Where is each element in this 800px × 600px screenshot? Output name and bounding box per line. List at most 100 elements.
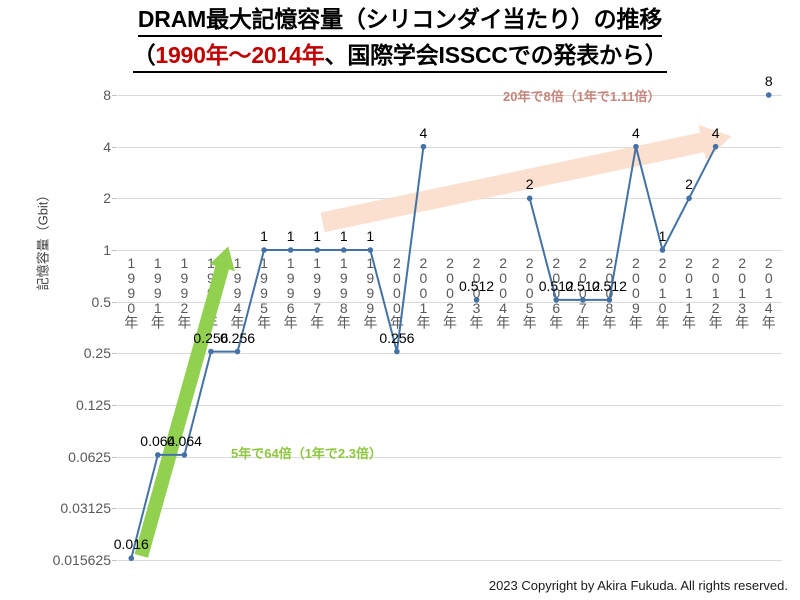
x-axis-tick-label: 2003年 [468, 255, 485, 328]
y-axis-tick-mark [112, 146, 117, 148]
y-axis-tick-label: 0.25 [83, 345, 111, 362]
y-axis-tick-mark [112, 508, 117, 510]
title-year-range: 1990年～2014年 [155, 42, 325, 68]
data-point-label: 1 [658, 228, 667, 244]
y-axis-title: 記憶容量（Gbit） [35, 188, 51, 291]
data-point-label: 1 [366, 228, 375, 244]
data-point [234, 348, 241, 355]
data-point-label: 0.512 [565, 277, 601, 294]
data-point-label: 4 [632, 124, 640, 141]
data-point-label: 0.256 [193, 329, 229, 346]
title-line2-rest: 、国際学会ISSCCでの発表から） [324, 42, 668, 68]
x-axis-tick-label: 1995年 [256, 255, 273, 328]
data-point-label: 0.064 [140, 432, 176, 449]
data-point-label: 2 [525, 176, 534, 193]
y-axis-tick-label: 0.5 [91, 293, 111, 310]
gridline [118, 508, 782, 510]
data-point [606, 297, 613, 303]
x-axis-tick-label: 2012年 [707, 255, 724, 328]
annotation-green-label: 5年で64倍（1年で2.3倍） [231, 446, 382, 461]
x-axis-tick-label: 2010年 [654, 255, 671, 328]
gridline [118, 250, 782, 251]
data-point-label: 0.512 [538, 277, 574, 294]
x-axis-tick-label: 1991年 [149, 255, 166, 328]
data-point [633, 143, 639, 150]
annotation-arrows [134, 124, 732, 558]
orange-growth-arrow [320, 124, 732, 233]
plot-area: 8 4 2 1 0.5 0.25 0.125 0.0625 0.03125 0.015625 19… [53, 73, 782, 568]
x-axis-tick-label: 2001年 [415, 255, 432, 328]
x-axis-tick-label: 1992年 [176, 255, 193, 328]
data-point [659, 247, 666, 253]
data-point [580, 297, 586, 303]
series-point-markers [128, 92, 772, 562]
data-series [128, 92, 772, 562]
y-axis-tick-mark [112, 560, 117, 561]
title-paren-open: （ [132, 42, 156, 68]
data-point-label: 1 [313, 228, 322, 244]
gridline [118, 456, 782, 458]
data-point-label: 0.256 [219, 329, 256, 346]
data-point [314, 247, 320, 253]
series-line [130, 146, 425, 559]
data-point [181, 452, 188, 458]
y-axis-tick-label: 1 [103, 242, 111, 258]
x-axis-tick-label: 2006年 [548, 255, 565, 328]
data-point [367, 247, 374, 253]
data-point-label: 8 [764, 73, 773, 89]
y-axis-tick-label: 0.0625 [68, 448, 111, 465]
x-axis-tick-label: 2007年 [574, 255, 591, 328]
data-point [526, 195, 533, 202]
y-axis-tick-label: 0.015625 [52, 552, 111, 568]
data-point [128, 555, 135, 562]
y-axis-tick-mark [112, 405, 117, 406]
x-axis-tick-label: 2013年 [734, 255, 751, 328]
gridline [118, 146, 782, 148]
y-axis-tick-label: 2 [103, 190, 111, 207]
data-point-label: 4 [711, 124, 720, 141]
data-point-label: 0.256 [379, 329, 415, 346]
data-point [686, 195, 692, 202]
x-axis-tick-label: 1997年 [309, 255, 326, 328]
series-line [528, 145, 717, 301]
data-point [261, 247, 267, 253]
gridline [118, 560, 782, 561]
gridline [118, 95, 782, 96]
data-point [155, 452, 161, 458]
data-point-label: 1 [260, 228, 268, 244]
series-line-segments [130, 145, 717, 559]
y-axis-tick-label: 0.03125 [60, 500, 111, 517]
data-point-label: 0.512 [459, 277, 495, 294]
x-axis-tick-label: 1990年 [123, 255, 140, 328]
x-axis-tick-label: 2005年 [521, 255, 538, 328]
data-point-label: 4 [419, 124, 428, 141]
y-axis-tick-mark [112, 301, 117, 303]
y-axis-tick-mark [112, 456, 117, 458]
x-axis-tick-label: 1999年 [362, 255, 379, 328]
gridline [118, 301, 782, 303]
data-point [553, 297, 560, 303]
green-growth-arrow [134, 246, 235, 558]
data-point-label: 0.512 [591, 277, 627, 294]
data-point [420, 143, 427, 150]
x-axis-tick-label: 2009年 [627, 255, 644, 328]
x-axis-tick-label: 2011年 [681, 255, 698, 328]
copyright-notice: 2023 Copyright by Akira Fukuda. All righ… [488, 578, 788, 593]
x-axis-tick-label: 2014年 [760, 255, 777, 328]
y-axis-tick-label: 0.125 [75, 397, 111, 413]
data-point-label: 0.064 [166, 432, 202, 449]
data-point [394, 348, 400, 355]
x-axis-tick-label: 2002年 [442, 255, 458, 328]
data-point [712, 143, 719, 150]
data-point-label: 2 [685, 176, 693, 193]
annotation-orange-label: 20年で8倍（1年で1.11倍） [503, 89, 661, 104]
gridline [118, 353, 782, 355]
x-axis-tick-label: 2004年 [495, 255, 512, 328]
data-point [287, 247, 294, 253]
y-axis-tick-mark [112, 198, 117, 200]
y-axis-tick-label: 4 [103, 138, 111, 155]
chart-title-line-1: DRAM最大記憶容量（シリコンダイ当たり）の推移 [137, 4, 662, 37]
gridline [118, 405, 782, 406]
data-point [208, 348, 214, 355]
